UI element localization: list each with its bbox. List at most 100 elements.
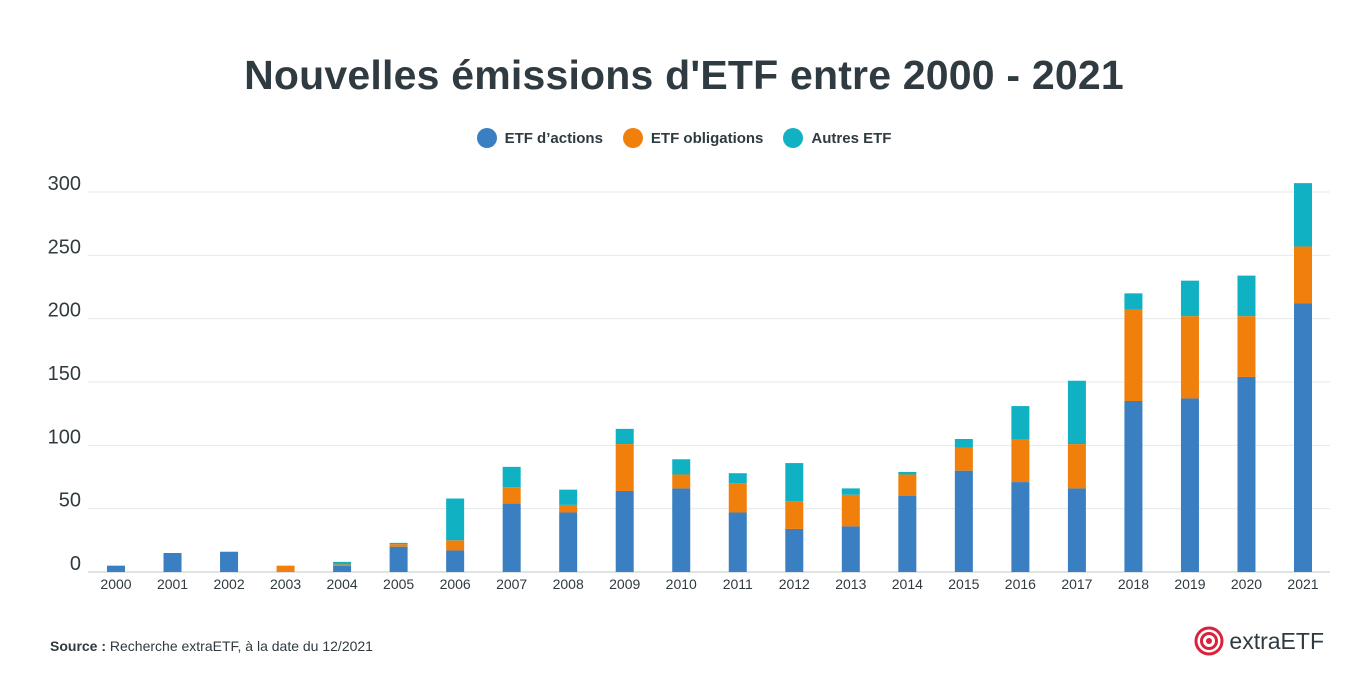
legend-item-autres: Autres ETF: [783, 128, 891, 148]
bar-autres-2004: [333, 561, 352, 565]
brand-logo: extraETF: [1194, 626, 1324, 656]
bar-actions-2004: [333, 565, 352, 572]
bar-autres-2020: [1237, 275, 1256, 317]
bar-obligations-2010: [672, 474, 691, 489]
bar-obligations-2014: [898, 474, 917, 496]
x-tick-label: 2008: [553, 576, 584, 592]
bar-actions-2018: [1124, 401, 1143, 572]
y-tick-label: 200: [48, 300, 81, 322]
bar-obligations-2017: [1067, 444, 1086, 489]
bar-actions-2015: [954, 470, 973, 572]
y-tick-label: 250: [48, 236, 81, 258]
legend-dot-icon: [783, 128, 804, 148]
bar-autres-2005: [389, 542, 408, 545]
bar-obligations-2003: [276, 565, 295, 572]
chart-legend: ETF d’actions ETF obligations Autres ETF: [0, 128, 1368, 148]
y-tick-label: 150: [48, 363, 81, 385]
chart-title: Nouvelles émissions d'ETF entre 2000 - 2…: [244, 52, 1124, 98]
extraetf-logo-icon: [1194, 626, 1224, 656]
bar-actions-2008: [559, 512, 578, 572]
y-tick-label: 300: [48, 173, 81, 195]
brand-name: extraETF: [1229, 627, 1324, 654]
bar-actions-2019: [1180, 398, 1199, 572]
bar-actions-2000: [107, 565, 125, 572]
x-tick-label: 2012: [779, 576, 810, 592]
bar-actions-2007: [502, 503, 521, 572]
x-tick-label: 2001: [157, 576, 188, 592]
bar-autres-2008: [559, 489, 578, 505]
bar-autres-2016: [1011, 406, 1030, 439]
bar-autres-2021: [1294, 183, 1312, 247]
x-tick-label: 2002: [213, 576, 244, 592]
bar-autres-2013: [841, 488, 860, 495]
bar-obligations-2020: [1237, 316, 1256, 377]
x-tick-label: 2011: [723, 576, 753, 592]
legend-label: ETF d’actions: [504, 129, 603, 147]
bar-autres-2011: [728, 473, 747, 484]
bar-actions-2001: [163, 553, 182, 572]
bar-actions-2017: [1067, 488, 1086, 572]
bar-obligations-2021: [1294, 246, 1312, 304]
bar-obligations-2009: [615, 444, 634, 491]
bar-actions-2020: [1237, 376, 1256, 572]
x-tick-label: 2015: [948, 576, 979, 592]
bar-actions-2014: [898, 496, 917, 572]
legend-label: Autres ETF: [811, 129, 892, 147]
bar-actions-2016: [1011, 482, 1030, 572]
source-text: Recherche extraETF, à la date du 12/2021: [106, 638, 373, 654]
bar-obligations-2006: [446, 540, 465, 551]
x-tick-label: 2016: [1005, 576, 1036, 592]
bar-actions-2021: [1294, 303, 1312, 572]
bar-obligations-2004: [333, 564, 352, 566]
source-note: Source : Recherche extraETF, à la date d…: [50, 638, 373, 654]
source-label: Source :: [50, 638, 107, 654]
x-tick-label: 2018: [1118, 576, 1149, 592]
legend-label: ETF obligations: [650, 129, 764, 147]
x-tick-label: 2010: [666, 576, 697, 592]
bar-autres-2017: [1067, 380, 1086, 445]
legend-item-obligations: ETF obligations: [622, 128, 764, 148]
bar-actions-2012: [785, 528, 804, 572]
bar-obligations-2019: [1180, 316, 1199, 399]
bar-obligations-2008: [559, 504, 578, 513]
bar-autres-2009: [615, 428, 634, 445]
bar-obligations-2011: [728, 483, 747, 513]
bar-obligations-2007: [502, 487, 521, 504]
x-tick-label: 2007: [496, 576, 527, 592]
bar-autres-2012: [785, 463, 804, 502]
y-tick-label: 50: [59, 490, 81, 512]
x-tick-label: 2017: [1061, 576, 1092, 592]
bar-obligations-2016: [1011, 439, 1030, 483]
x-tick-label: 2020: [1231, 576, 1262, 592]
legend-dot-icon: [622, 128, 643, 148]
x-tick-label: 2000: [100, 576, 131, 592]
x-tick-label: 2013: [835, 576, 866, 592]
bar-actions-2010: [672, 488, 691, 572]
bar-actions-2002: [220, 551, 239, 572]
x-tick-label: 2005: [383, 576, 414, 592]
bar-obligations-2012: [785, 501, 804, 529]
bar-autres-2019: [1180, 280, 1199, 317]
x-tick-label: 2014: [892, 576, 923, 592]
y-tick-label: 0: [70, 553, 81, 575]
x-tick-label: 2019: [1174, 576, 1205, 592]
x-tick-label: 2006: [440, 576, 471, 592]
bar-actions-2011: [728, 512, 747, 572]
bar-obligations-2005: [389, 544, 408, 547]
bar-actions-2005: [389, 546, 408, 572]
bar-autres-2006: [446, 498, 465, 541]
legend-dot-icon: [476, 128, 497, 148]
bar-obligations-2015: [954, 447, 973, 471]
bar-autres-2018: [1124, 293, 1143, 310]
bar-autres-2010: [672, 459, 691, 475]
bar-obligations-2018: [1124, 309, 1143, 401]
x-tick-label: 2003: [270, 576, 301, 592]
bar-autres-2014: [898, 471, 917, 475]
x-tick-label: 2009: [609, 576, 640, 592]
bar-autres-2015: [954, 439, 973, 448]
y-tick-label: 100: [48, 426, 81, 448]
bar-actions-2013: [841, 526, 860, 572]
x-tick-label: 2021: [1287, 576, 1318, 592]
bar-autres-2007: [502, 466, 521, 488]
